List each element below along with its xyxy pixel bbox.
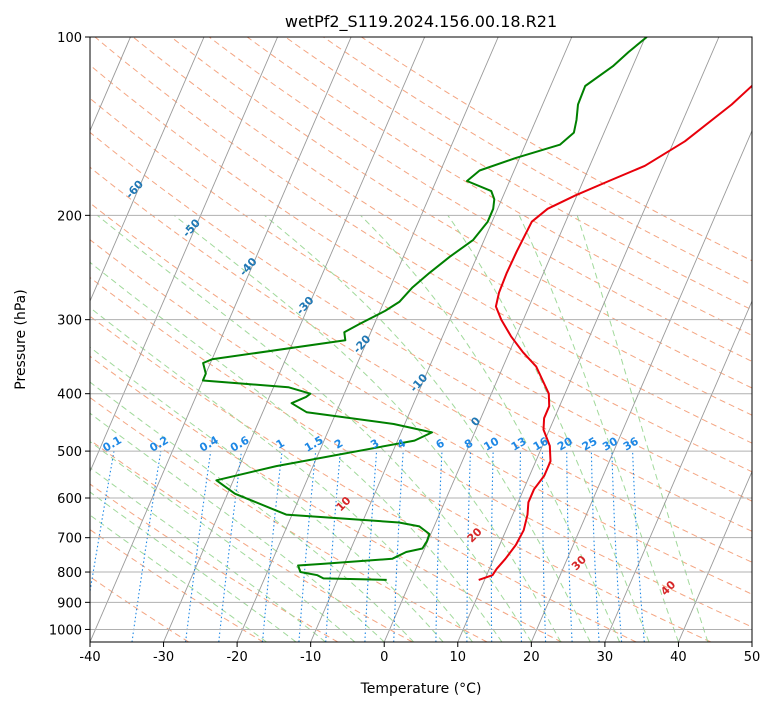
moist-adiabat: [90, 346, 444, 642]
y-tick-label: 700: [57, 532, 82, 547]
mixing-ratio-line: [185, 451, 212, 642]
x-tick-label: 50: [744, 650, 761, 665]
x-tick-label: -30: [153, 650, 174, 665]
dewpoint-profile: [201, 37, 648, 581]
moist-adiabat: [90, 412, 385, 642]
dry-adiabat: [208, 37, 752, 362]
mixing-ratio-line: [131, 451, 162, 642]
dry-adiabat: [90, 439, 413, 642]
pressure-gridlines: [90, 37, 752, 630]
moist-adiabat: [173, 214, 562, 642]
moist-adiabat: [576, 215, 709, 642]
moist-adiabat: [264, 214, 591, 642]
dry-adiabat: [90, 276, 712, 642]
dry-adiabat: [361, 37, 752, 262]
moist-adiabat: [360, 214, 621, 642]
background-lines: [90, 37, 752, 642]
y-axis-ticks: 100 200 300 400 500 600 700 800 900 1000: [49, 31, 90, 638]
moist-adiabat: [447, 215, 650, 642]
y-tick-label: 1000: [49, 623, 82, 638]
y-axis-label: Pressure (hPa): [13, 289, 29, 389]
dry-adiabat: [90, 239, 752, 628]
x-tick-label: 30: [597, 650, 614, 665]
moist-adiabat: [90, 381, 414, 642]
plot-frame: [89, 36, 753, 643]
mixing-ratio-line: [325, 451, 342, 642]
dry-adiabat: [90, 64, 752, 473]
y-tick-label: 800: [57, 566, 82, 581]
moist-adiabat: [90, 491, 297, 642]
moist-adiabat: [90, 261, 503, 642]
x-tick-label: 40: [670, 650, 687, 665]
isotherm-line: [310, 37, 573, 642]
y-tick-label: 900: [57, 596, 82, 611]
x-tick-label: 20: [523, 650, 540, 665]
dry-adiabat: [90, 315, 637, 642]
isotherm-line: [90, 37, 278, 473]
moist-adiabat: [90, 307, 473, 642]
x-axis-ticks: -40 -30 -20 -10 0 10 20 30 40 50: [79, 642, 760, 665]
x-axis-label: Temperature (°C): [360, 681, 482, 697]
moist-adiabat: [96, 214, 532, 642]
x-tick-label: -20: [226, 650, 247, 665]
moist-adiabat: [518, 215, 679, 642]
x-tick-label: -40: [79, 650, 100, 665]
y-tick-label: 200: [57, 209, 82, 224]
isotherm-line: [163, 37, 426, 642]
dry-adiabat: [285, 37, 752, 311]
chart-title: wetPf2_S119.2024.156.00.18.R21: [285, 12, 557, 32]
moist-adiabat: [90, 514, 267, 642]
dry-adiabat: [90, 202, 752, 595]
moist-adiabat: [90, 467, 326, 642]
dry-adiabat: [90, 97, 752, 502]
mixing-ratio-line: [298, 451, 317, 642]
dry-adiabat: [170, 37, 752, 389]
dry-adiabat: [90, 483, 339, 642]
isotherm-line: [457, 37, 720, 642]
mixing-ratio-line: [261, 451, 283, 642]
y-tick-label: 500: [57, 445, 82, 460]
isotherm-line: [90, 37, 352, 642]
dry-adiabat: [90, 355, 562, 642]
isotherm-line: [236, 37, 499, 642]
x-tick-label: 10: [450, 650, 467, 665]
temperature-profile: [478, 84, 752, 581]
isotherm-line: [678, 470, 752, 642]
y-tick-label: 100: [57, 31, 82, 46]
isotherm-line: [90, 37, 205, 303]
y-tick-label: 400: [57, 388, 82, 403]
y-tick-label: 300: [57, 314, 82, 329]
isotherm-line: [530, 129, 752, 642]
dry-adiabat: [323, 37, 752, 286]
isotherm-line: [604, 300, 752, 642]
dry-adiabat: [90, 166, 752, 563]
x-tick-label: 0: [380, 650, 388, 665]
x-tick-label: -10: [300, 650, 321, 665]
y-tick-label: 600: [57, 492, 82, 507]
profile-series: [201, 37, 752, 581]
